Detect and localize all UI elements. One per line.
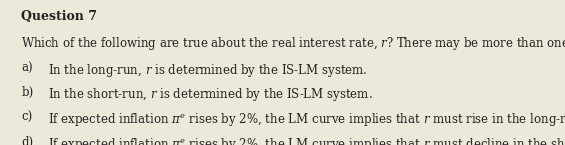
Text: c): c) bbox=[21, 111, 33, 124]
Text: b): b) bbox=[21, 86, 34, 99]
Text: If expected inflation $\pi^e$ rises by 2%, the LM curve implies that $r$ must ri: If expected inflation $\pi^e$ rises by 2… bbox=[48, 111, 565, 128]
Text: Which of the following are true about the real interest rate, $r$? There may be : Which of the following are true about th… bbox=[21, 35, 565, 52]
Text: In the long-run, $r$ is determined by the IS-LM system.: In the long-run, $r$ is determined by th… bbox=[48, 62, 368, 79]
Text: In the short-run, $r$ is determined by the IS-LM system.: In the short-run, $r$ is determined by t… bbox=[48, 86, 373, 103]
Text: If expected inflation $\pi^e$ rises by 2%, the LM curve implies that $r$ must de: If expected inflation $\pi^e$ rises by 2… bbox=[48, 136, 565, 145]
Text: d): d) bbox=[21, 136, 33, 145]
Text: Question 7: Question 7 bbox=[21, 10, 98, 23]
Text: a): a) bbox=[21, 62, 33, 75]
